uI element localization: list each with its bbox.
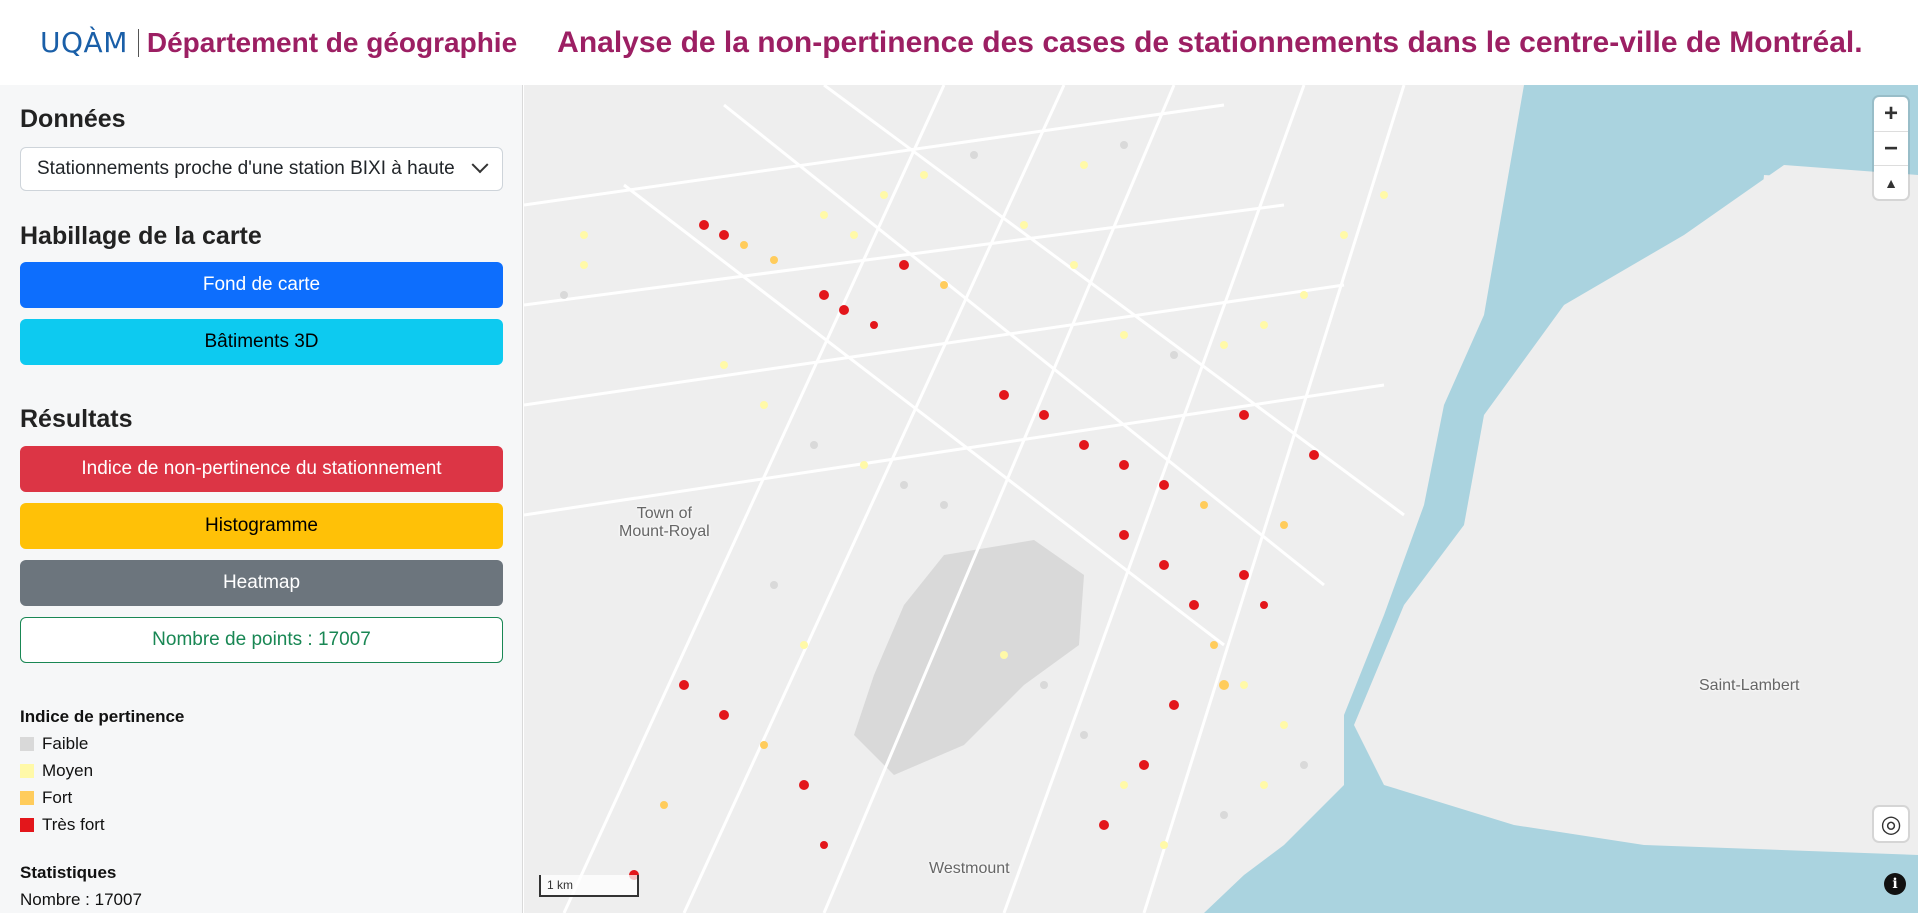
swatch-faible (20, 737, 34, 751)
legend-item-faible: Faible (20, 734, 88, 754)
south-shore (1744, 175, 1918, 845)
town-of-mount-royal-label: Town of Mount-Royal (619, 505, 710, 540)
histogram-button[interactable]: Histogramme (20, 503, 503, 549)
points-count-badge: Nombre de points : 17007 (20, 617, 503, 663)
streets (524, 85, 1406, 913)
basemap-button[interactable]: Fond de carte (20, 262, 503, 308)
island (1534, 335, 1634, 465)
zoom-out-button[interactable]: − (1874, 131, 1908, 165)
legend-label: Faible (42, 734, 89, 753)
data-select-value: Stationnements proche d'une station BIXI… (37, 158, 455, 179)
stats-title: Statistiques (20, 863, 117, 882)
island (1584, 505, 1704, 725)
uqam-logo[interactable]: UQÀM (40, 26, 128, 59)
geolocate-button[interactable]: ◎ (1880, 810, 1902, 838)
westmount-label: Westmount (929, 860, 1010, 877)
legend-item-fort: Fort (20, 788, 72, 808)
department-name: Département de géographie (146, 26, 518, 58)
page-title: Analyse de la non-pertinence des cases d… (557, 25, 1863, 59)
map-basemap (524, 85, 1918, 913)
swatch-tres-fort (20, 818, 34, 832)
legend-label: Très fort (42, 815, 105, 834)
stats-count: Nombre : 17007 (20, 890, 142, 909)
river (1204, 85, 1918, 913)
data-section-title: Données (20, 105, 126, 133)
parking-points (560, 141, 1388, 880)
logo-separator (137, 28, 139, 57)
geolocate-control: ◎ (1874, 807, 1908, 841)
buildings-3d-button[interactable]: Bâtiments 3D (20, 319, 503, 365)
map-canvas[interactable]: Town of Mount-Royal Westmount Saint-Lamb… (524, 85, 1918, 913)
saint-lambert-label: Saint-Lambert (1699, 677, 1800, 694)
mount-royal-park (854, 540, 1084, 775)
legend-label: Moyen (42, 761, 94, 780)
swatch-fort (20, 791, 34, 805)
legend-label: Fort (42, 788, 73, 807)
legend-item-tres-fort: Très fort (20, 815, 105, 835)
legend-title: Indice de pertinence (20, 707, 185, 726)
legend-item-moyen: Moyen (20, 761, 93, 781)
swatch-moyen (20, 764, 34, 778)
zoom-controls: + − ▲ (1874, 97, 1908, 199)
header: UQÀM Département de géographie Analyse d… (0, 0, 1918, 85)
styling-section-title: Habillage de la carte (20, 222, 262, 250)
sidebar: Données Stationnements proche d'une stat… (0, 85, 523, 913)
zoom-in-button[interactable]: + (1883, 100, 1898, 127)
scale-bar: 1 km (539, 875, 639, 897)
data-select[interactable]: Stationnements proche d'une station BIXI… (20, 147, 503, 191)
heatmap-button[interactable]: Heatmap (20, 560, 503, 606)
info-icon[interactable]: i (1884, 873, 1906, 895)
compass-button[interactable]: ▲ (1874, 165, 1908, 199)
results-section-title: Résultats (20, 405, 133, 433)
index-button[interactable]: Indice de non-pertinence du stationnemen… (20, 446, 503, 492)
chevron-down-icon (471, 156, 489, 174)
